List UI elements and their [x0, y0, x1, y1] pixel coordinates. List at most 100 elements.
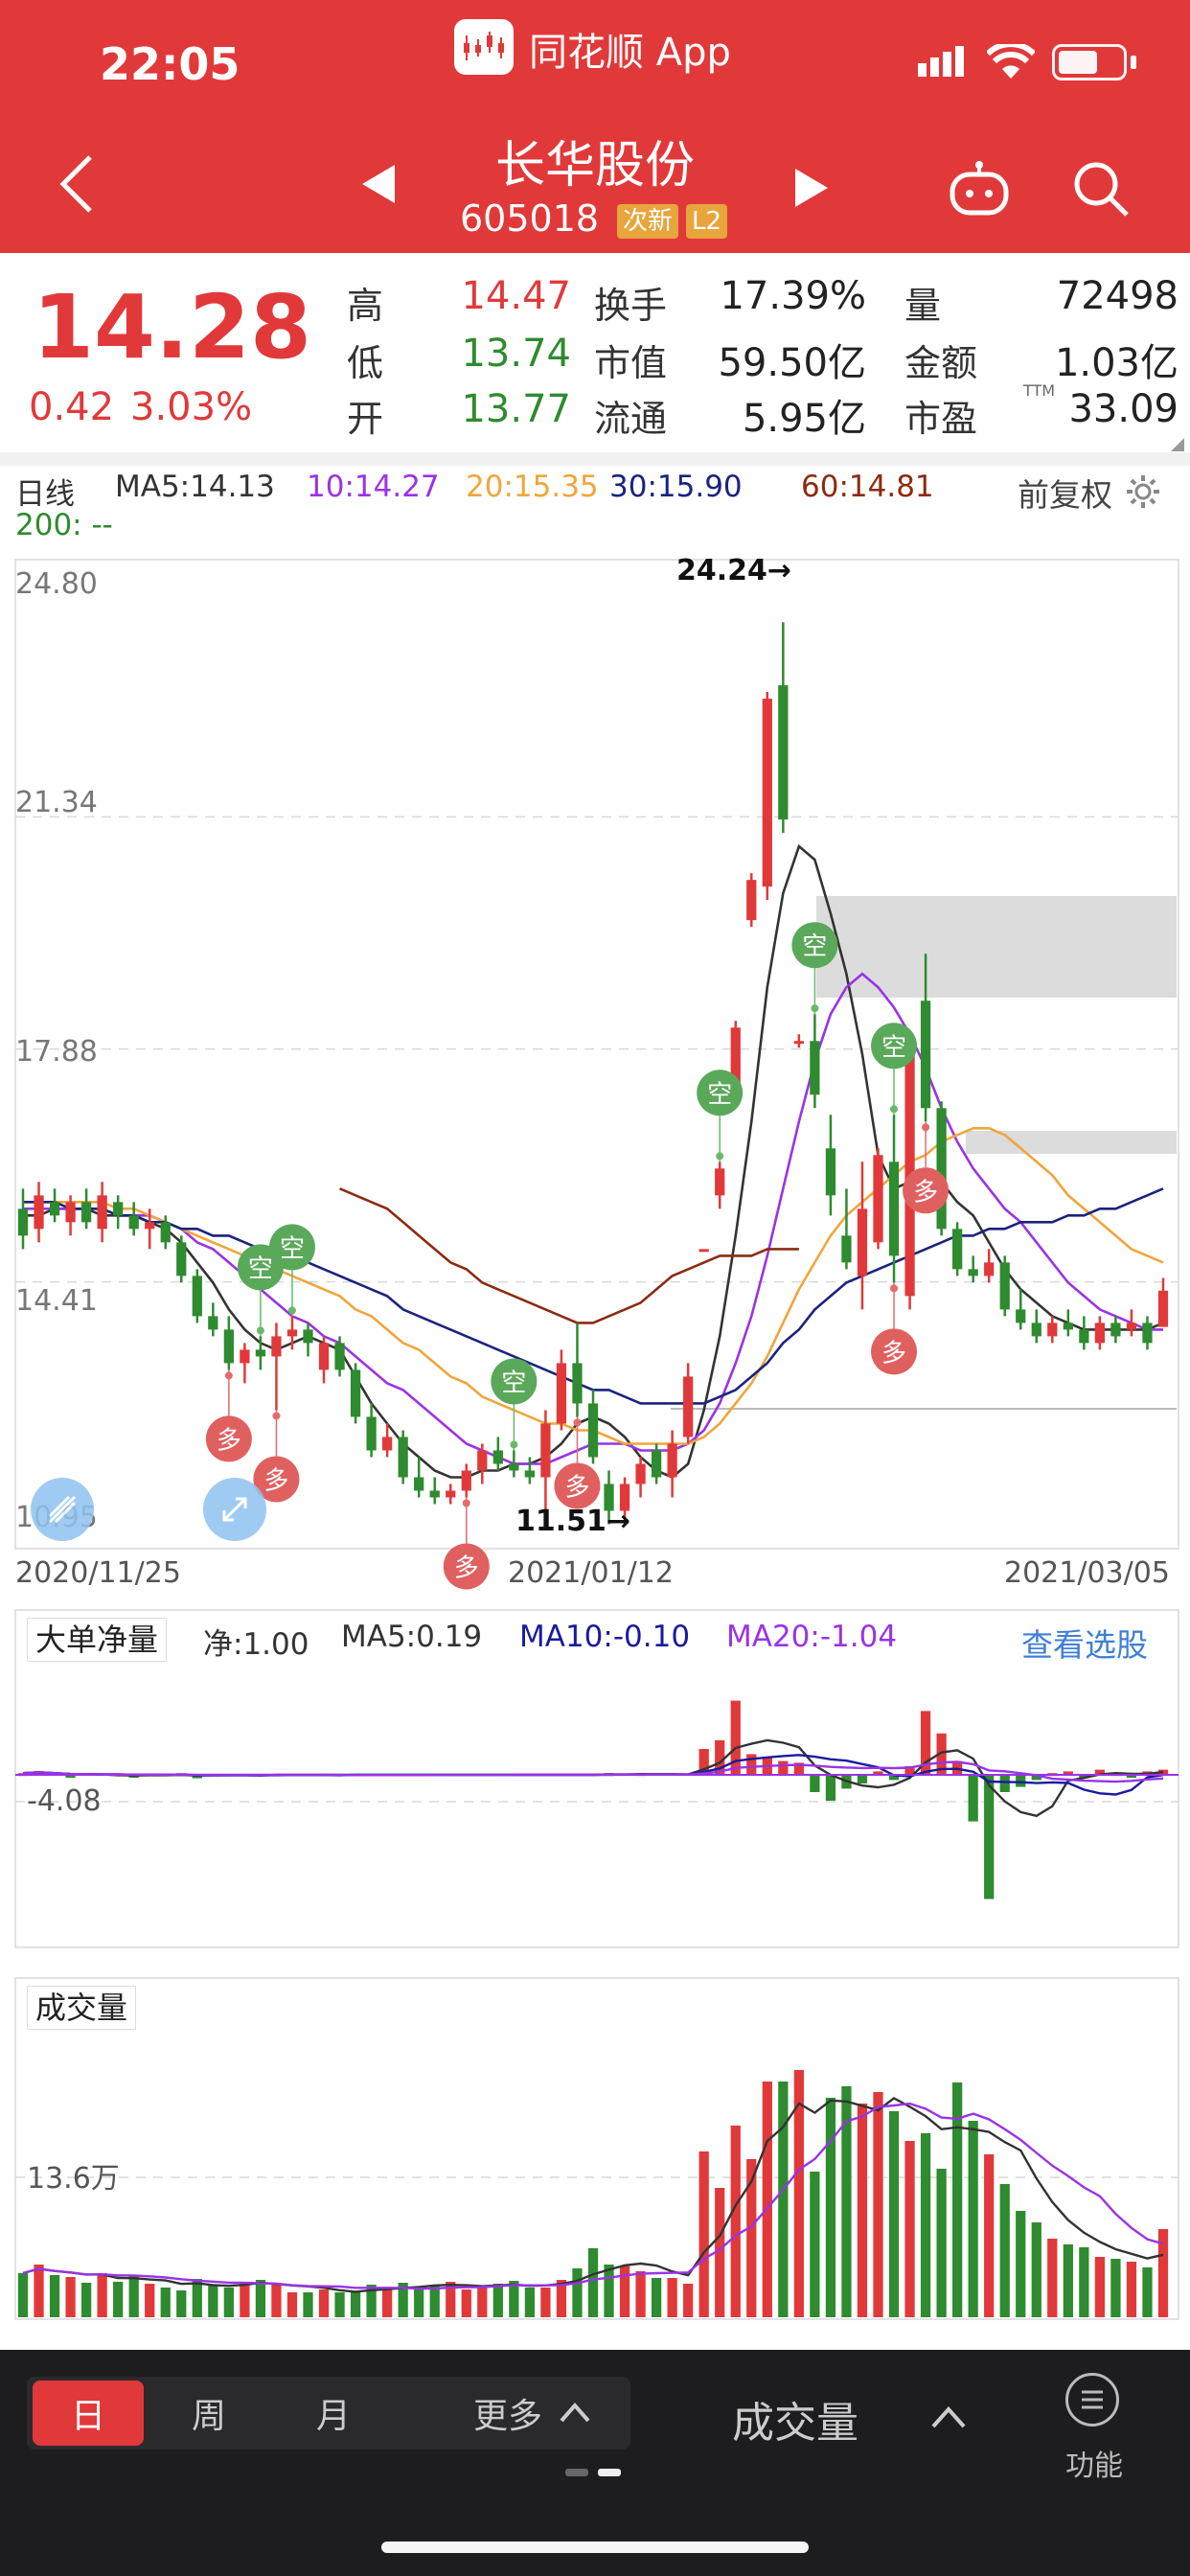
section-divider [0, 452, 1190, 466]
ma200-legend: 200: -- [15, 508, 113, 542]
sell-signal-label: 空 [707, 1080, 732, 1109]
volume-bar [1126, 2262, 1137, 2317]
flow-bar [1094, 1769, 1106, 1775]
volume-bar [888, 2111, 900, 2317]
stock-name: 长华股份 [494, 137, 695, 195]
max-price-marker: 24.24→ [676, 554, 792, 587]
signal-dot [224, 1371, 233, 1380]
ma-legend-item: 60:14.81 [801, 470, 934, 504]
candle-body [984, 1262, 995, 1276]
stat-value: 13.74 [461, 332, 571, 376]
ths-logo-icon [454, 19, 514, 75]
flow-bar [1016, 1775, 1026, 1787]
candle-body [556, 1363, 567, 1424]
candle-body [176, 1242, 187, 1276]
period-day-tab[interactable]: 日 [33, 2380, 144, 2446]
volume-bar [492, 2284, 503, 2317]
candle-body [999, 1262, 1010, 1310]
buy-signal-label: 多 [454, 1553, 479, 1582]
candle-body [286, 1329, 298, 1337]
volume-bar [683, 2284, 694, 2317]
volume-bar [730, 2126, 741, 2317]
candle-body [683, 1376, 694, 1438]
ma-legend-item: 10:14.27 [307, 470, 440, 504]
candle-body [572, 1363, 583, 1404]
period-month-tab[interactable]: 月 [315, 2397, 351, 2436]
candle-body [762, 699, 772, 887]
volume-bar [446, 2282, 456, 2317]
flow-tick: -4.08 [27, 1784, 102, 1818]
sell-signal-label: 空 [501, 1368, 526, 1397]
ma-legend-item: MA5:14.13 [115, 470, 275, 504]
more-chevron-up-icon[interactable] [558, 2400, 592, 2426]
candle-body [1157, 1290, 1169, 1327]
candle-body [1063, 1322, 1073, 1330]
volume-bar [65, 2277, 76, 2317]
volume-bar [240, 2283, 250, 2317]
flow-bar [65, 1775, 76, 1778]
draw-tool-button[interactable] [31, 1478, 94, 1541]
ma-legend-item: 20:15.35 [466, 470, 599, 504]
volume-bar [303, 2292, 313, 2317]
next-stock-button[interactable] [795, 169, 830, 211]
volume-bar [524, 2288, 536, 2317]
volume-panel-title[interactable]: 成交量 [27, 1986, 137, 2030]
volume-bar [208, 2285, 218, 2317]
candle-body [698, 1249, 709, 1253]
kline-period-label[interactable]: 日线 [15, 477, 75, 512]
candle-body [113, 1202, 124, 1216]
candle-body [271, 1336, 282, 1357]
stat-value: 5.95亿 [742, 397, 866, 441]
new-stock-badge: 次新 [617, 204, 679, 239]
stat-label: 低 [347, 342, 384, 384]
indicator-chevron-up-icon[interactable] [929, 2404, 968, 2432]
signal-dot [811, 1004, 819, 1013]
candle-body [97, 1195, 107, 1230]
menu-circle-icon[interactable] [1065, 2373, 1119, 2426]
candle-body [318, 1343, 330, 1370]
period-week-tab[interactable]: 周 [191, 2397, 226, 2436]
view-stock-picker-link[interactable]: 查看选股 [1021, 1626, 1148, 1664]
buy-signal-badge [554, 1462, 601, 1509]
price-axis-tick: 24.80 [15, 567, 98, 601]
robot-assistant-icon[interactable] [949, 161, 1010, 222]
volume-bar [318, 2289, 330, 2317]
candle-body [604, 1484, 614, 1511]
function-label[interactable]: 功能 [1065, 2450, 1123, 2483]
flow-frame [14, 1609, 1179, 1948]
volume-bar [1047, 2239, 1058, 2317]
flow-bar [1063, 1771, 1073, 1775]
candle-body [936, 1108, 947, 1230]
volume-bar [271, 2285, 282, 2317]
signal-dot [272, 1412, 281, 1420]
buy-signal-label: 多 [913, 1178, 938, 1207]
flow-bar [730, 1700, 741, 1775]
candle-body [492, 1450, 503, 1464]
indicator-selector[interactable]: 成交量 [732, 2399, 858, 2448]
candle-body [968, 1269, 978, 1276]
flow-bar [936, 1733, 947, 1775]
volume-bar [715, 2188, 725, 2317]
pe-ttm-superscript: TTM [1023, 381, 1056, 400]
back-button[interactable] [57, 153, 96, 218]
search-icon[interactable] [1071, 159, 1133, 224]
candle-body [1110, 1322, 1121, 1337]
volume-bar [762, 2082, 772, 2317]
buy-signal-badge [443, 1543, 490, 1590]
period-more-tab[interactable]: 更多 [472, 2397, 542, 2436]
adjust-label[interactable]: 前复权 [1018, 476, 1112, 514]
buy-signal-badge [871, 1328, 918, 1375]
flow-bar [793, 1762, 804, 1775]
volume-bar [255, 2280, 266, 2317]
prev-stock-button[interactable] [362, 165, 397, 207]
flow-bar [857, 1775, 868, 1783]
battery-tip [1131, 56, 1136, 69]
flow-panel-title[interactable]: 大单净量 [27, 1618, 168, 1662]
settings-gear-icon[interactable] [1125, 473, 1161, 514]
date-mid: 2021/01/12 [508, 1556, 674, 1590]
candle-body [223, 1329, 234, 1364]
volume-bar [1063, 2244, 1073, 2317]
flow-bar [698, 1749, 709, 1775]
volume-bar [968, 2121, 978, 2317]
fullscreen-toggle-button[interactable] [203, 1478, 266, 1541]
